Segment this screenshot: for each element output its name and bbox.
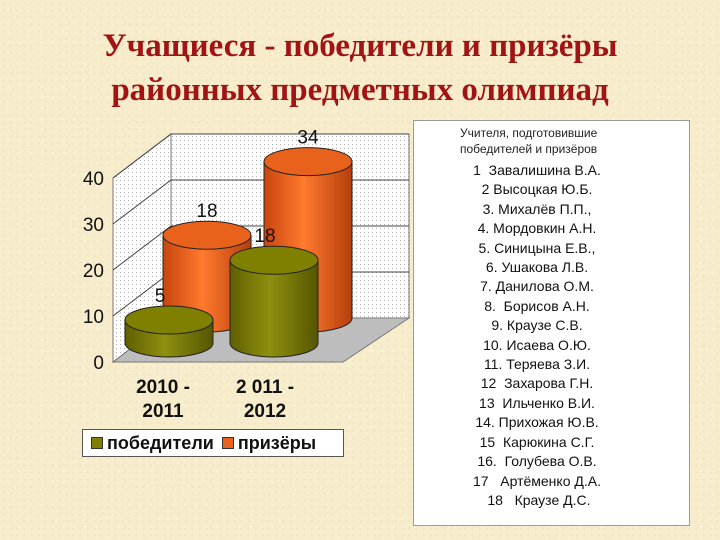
category-label: 2010 - 2011 — [136, 377, 190, 422]
x-axis-categories: 2010 - 2011 2 011 - 2012 — [136, 377, 294, 422]
category-label-line-1: 2 011 - — [236, 377, 294, 398]
title-line-2: районных предметных олимпиад — [111, 72, 609, 108]
chart-legend: победители призёры — [82, 429, 344, 457]
legend-item-prizery: призёры — [221, 432, 317, 454]
bar-pobediteli — [229, 245, 319, 358]
legend-label-pobediteli: победители — [107, 432, 214, 453]
teacher-item: 6. Ушакова Л.В. — [485, 259, 589, 276]
panel-heading-line-2: победителей и призёров — [460, 142, 598, 156]
data-label: 18 — [254, 226, 275, 247]
category-label-line-1: 2010 - — [136, 377, 190, 398]
cylinder-body — [229, 259, 319, 358]
legend-swatch-prizery — [221, 437, 234, 449]
page-title: Учащиеся - победители и призёры районных… — [0, 24, 720, 112]
y-tick-label: 10 — [83, 307, 104, 328]
data-label: 18 — [196, 201, 217, 222]
teachers-panel: Учителя, подготовившие победителей и при… — [413, 120, 690, 526]
data-labels: 18 34 5 18 — [155, 128, 319, 307]
teacher-item: 17 Артёменко Д.А. — [473, 472, 601, 489]
teacher-item: 15 Карюкина С.Г. — [479, 433, 595, 450]
panel-heading: Учителя, подготовившие победителей и при… — [460, 125, 689, 157]
data-label: 34 — [297, 128, 319, 149]
y-tick-label: 40 — [83, 169, 104, 190]
teacher-item: 16. Голубева О.В. — [477, 453, 597, 470]
teacher-item: 4. Мордовкин А.Н. — [477, 220, 597, 237]
teacher-item: 10. Исаева О.Ю. — [483, 336, 591, 353]
teacher-list: 1 Завалишина В.А. 2 Высоцкая Ю.Б. 3. Михал… — [437, 161, 637, 510]
teacher-item: 14. Прихожая Ю.В. — [475, 414, 599, 431]
panel-heading-line-1: Учителя, подготовившие — [460, 126, 598, 140]
cylinder-top — [229, 245, 319, 275]
legend-item-pobediteli: победители — [91, 433, 214, 454]
chart-bars — [124, 147, 353, 358]
cylinder-top — [263, 147, 353, 177]
data-label: 5 — [155, 286, 166, 307]
title-line-1: Учащиеся - победители и призёры — [102, 28, 618, 64]
teacher-item: 2 Высоцкая Ю.Б. — [481, 181, 593, 198]
y-tick-label: 0 — [93, 353, 104, 374]
bar-pobediteli — [124, 305, 214, 358]
teacher-item: 18 Краузе Д.С. — [483, 491, 591, 508]
y-tick-label: 20 — [83, 261, 104, 282]
teacher-item: 7. Данилова О.М. — [480, 278, 594, 295]
gridline — [112, 133, 409, 179]
cylinder-top — [124, 305, 214, 335]
category-label: 2 011 - 2012 — [236, 377, 294, 422]
category-label-line-2: 2012 — [244, 401, 286, 422]
teacher-item: 13 Ильченко В.И. — [479, 394, 595, 411]
y-tick-label: 30 — [83, 215, 104, 236]
legend-swatch-pobediteli — [91, 437, 103, 449]
teacher-item: 5. Синицына Е.В., — [478, 239, 596, 256]
teacher-item: 12 Захарова Г.Н. — [480, 375, 594, 392]
teacher-item: 9. Краузе С.В. — [491, 317, 583, 334]
teacher-item: 3. Михалёв П.П., — [482, 200, 592, 217]
y-axis-ticks: 0 10 20 30 40 — [83, 169, 104, 374]
teacher-item: 8. Борисов А.Н. — [484, 297, 590, 314]
teacher-item: 1 Завалишина В.А. — [473, 162, 601, 178]
category-label-line-2: 2011 — [142, 401, 184, 422]
teacher-item: 11. Теряева З.И. — [483, 356, 591, 373]
cylinder-top — [162, 220, 252, 250]
legend-label-prizery: призёры — [237, 432, 317, 453]
